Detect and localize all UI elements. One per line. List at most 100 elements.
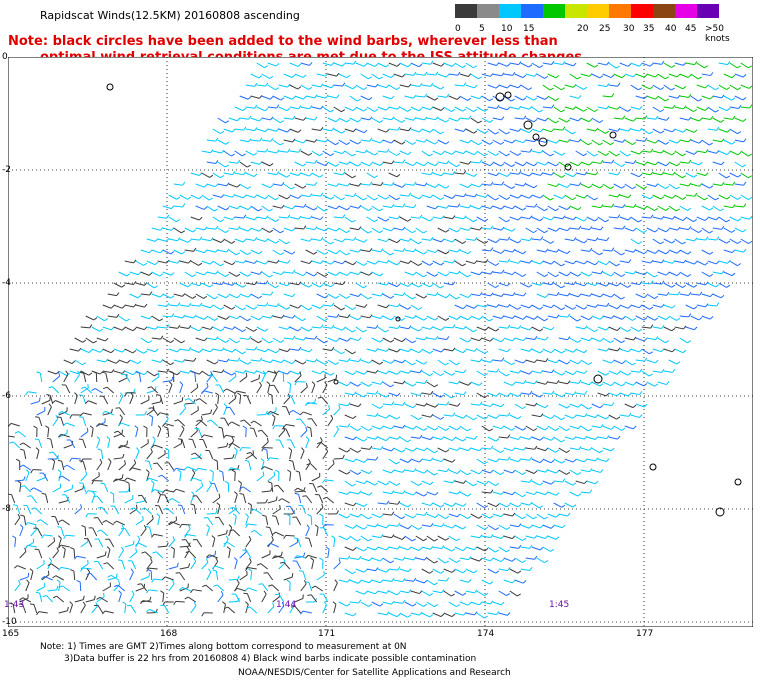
wind-barb-feather: [610, 340, 615, 344]
wind-barb-feather: [605, 283, 610, 287]
wind-barb: [547, 513, 557, 518]
wind-barb-feather: [25, 545, 29, 549]
wind-barb: [349, 381, 358, 387]
wind-barb: [740, 172, 749, 179]
wind-barb: [239, 95, 249, 100]
wind-barb: [701, 293, 711, 298]
wind-barb-feather: [621, 74, 626, 79]
wind-barb: [591, 73, 601, 79]
wind-barb-feather: [184, 534, 188, 538]
wind-barb: [503, 579, 513, 584]
wind-barb-feather: [245, 601, 249, 605]
wind-barb-feather: [462, 547, 467, 552]
wind-barb: [564, 128, 573, 135]
wind-barb-feather: [176, 219, 181, 223]
wind-barb-feather: [697, 98, 702, 102]
wind-barb: [344, 150, 353, 157]
wind-barb: [281, 498, 290, 504]
wind-barb: [569, 205, 579, 211]
wind-barb-feather: [170, 295, 175, 299]
wind-barb: [80, 326, 90, 329]
wind-barb-feather: [638, 87, 643, 91]
wind-barb-feather: [305, 537, 310, 539]
wind-barb-feather: [463, 391, 467, 396]
wind-barb-feather: [396, 173, 401, 178]
wind-barb: [630, 370, 640, 373]
wind-barb: [19, 576, 29, 581]
wind-barb: [426, 425, 436, 431]
wind-barb-feather: [320, 83, 324, 88]
wind-barb-feather: [347, 161, 351, 165]
wind-barb: [311, 260, 321, 264]
wind-barb-feather: [660, 86, 665, 90]
wind-barb-feather: [287, 326, 291, 330]
wind-barb: [267, 238, 276, 244]
wind-barb-feather: [177, 324, 181, 329]
wind-barb-feather: [419, 434, 423, 439]
wind-barb-feather: [386, 611, 390, 616]
wind-barb-feather: [227, 467, 232, 472]
wind-barb-feather: [257, 429, 262, 432]
wind-barb: [327, 271, 337, 276]
wind-barb: [294, 95, 304, 100]
wind-barb: [148, 567, 158, 570]
wind-barb: [476, 304, 486, 308]
wind-barb-feather: [342, 454, 345, 459]
wind-barb: [118, 271, 128, 277]
wind-barb: [542, 392, 552, 395]
wind-barb: [305, 117, 315, 121]
wind-barb-feather: [671, 304, 676, 309]
wind-barb-feather: [518, 105, 522, 110]
wind-barb-feather: [281, 314, 285, 319]
wind-barb: [437, 271, 447, 277]
wind-barb: [685, 128, 695, 133]
wind-barb-feather: [539, 437, 544, 441]
wind-barb-feather: [671, 128, 676, 133]
wind-barb-feather: [276, 127, 280, 132]
wind-barb-feather: [223, 388, 228, 392]
wind-barb-feather: [412, 515, 417, 519]
wind-barb-feather: [243, 126, 247, 131]
scale-swatch-7: [609, 4, 631, 18]
wind-barb-feather: [363, 262, 368, 266]
wind-barb: [382, 161, 392, 165]
wind-barb-feather: [264, 128, 269, 132]
wind-barb-feather: [749, 215, 753, 220]
wind-barb: [234, 326, 243, 332]
wind-barb: [630, 304, 640, 309]
wind-barb: [646, 381, 655, 387]
wind-barb: [481, 293, 491, 297]
wind-barb-feather: [708, 230, 713, 234]
wind-barb-feather: [578, 379, 582, 384]
wind-barb: [360, 139, 370, 142]
wind-barb: [201, 326, 211, 330]
wind-barb: [542, 436, 552, 441]
wind-barb-feather: [265, 82, 269, 87]
wind-barb: [558, 293, 568, 297]
wind-barb: [173, 443, 182, 449]
wind-barb-feather: [595, 304, 599, 308]
wind-barb: [300, 150, 309, 156]
wind-barb: [245, 370, 255, 374]
wind-barb: [432, 502, 441, 508]
wind-barb-feather: [353, 236, 357, 241]
wind-barb: [487, 370, 497, 373]
wind-barb: [58, 472, 62, 482]
wind-barb-feather: [468, 556, 472, 560]
wind-barb-feather: [610, 359, 615, 364]
wind-barb: [646, 117, 656, 120]
wind-barb-feather: [196, 383, 199, 388]
wind-barb-feather: [53, 537, 56, 542]
wind-barb: [299, 418, 307, 427]
wind-barb: [476, 414, 486, 420]
wind-barb: [624, 227, 634, 232]
wind-barb-feather: [379, 405, 384, 409]
wind-barb-feather: [484, 592, 489, 596]
wind-barb-feather: [407, 568, 412, 572]
wind-barb: [262, 583, 269, 592]
wind-barb-feather: [308, 152, 313, 156]
wind-barb-feather: [463, 215, 467, 220]
wind-barb: [525, 205, 535, 208]
wind-barb-feather: [137, 583, 142, 585]
wind-barb: [283, 337, 293, 340]
